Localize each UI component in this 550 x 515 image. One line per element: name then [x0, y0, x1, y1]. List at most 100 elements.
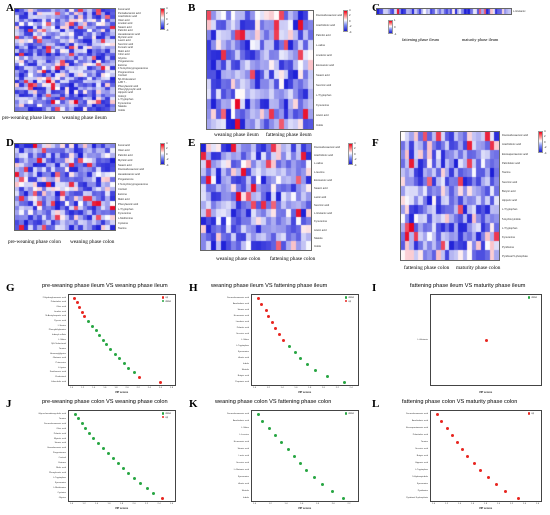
- vip-point: [445, 426, 449, 430]
- vip-metabolite-label: Palmitic acid: [236, 326, 249, 329]
- panel-label: I: [372, 282, 377, 294]
- vip-metabolite-label: Pyruvic acid: [54, 320, 66, 323]
- x-tick-label: 2.2: [335, 387, 339, 389]
- vip-point: [92, 437, 96, 441]
- group-caption: weaning phase ileum: [62, 115, 107, 121]
- x-axis-label: VIP scores: [115, 507, 129, 510]
- heatmap-row-label: Pregnenolone: [118, 70, 135, 74]
- vip-point: [122, 361, 126, 365]
- vip-metabolite-label: Pyridoxine: [417, 489, 428, 492]
- heatmap-row-label: Phenylacetic acid: [118, 84, 139, 88]
- vip-point: [113, 352, 117, 356]
- heatmap-row-label: Estrone: [118, 63, 127, 67]
- vip-point: [280, 440, 284, 444]
- plot-title: pre-weaning phase colon VS weaning phase…: [42, 399, 168, 405]
- vip-panel-l: L fattening phase colon VS maturity phas…: [366, 398, 550, 515]
- vip-point: [325, 374, 329, 378]
- heatmap-row-label: L-valine: [316, 43, 326, 47]
- vip-point: [82, 315, 86, 319]
- plot-title: fattening phase colon VS maturity phase …: [402, 399, 518, 405]
- plot-area: [251, 410, 359, 502]
- x-tick-label: 2.6: [170, 503, 174, 505]
- heatmap-row-label: Fecal acid: [118, 8, 130, 12]
- x-tick-label: 1.6: [103, 387, 107, 389]
- vip-metabolite-label: Palmitoleic acid: [50, 301, 66, 304]
- heatmap-row-label: Kynurenine: [502, 236, 516, 240]
- vip-metabolite-label: Phenylacetic acid: [48, 472, 66, 475]
- vip-panel-g: G pre-weaning phase ileum VS weaning pha…: [0, 282, 183, 398]
- x-tick-label: 2.4: [157, 503, 161, 505]
- vip-metabolite-label: Malic acid: [56, 467, 66, 470]
- x-tick-label: 1.0: [70, 387, 74, 389]
- plot-area: [251, 294, 359, 386]
- heatmap-row-label: Myristic acid: [118, 158, 133, 162]
- heatmap-row-label: Kynurenine: [316, 103, 330, 107]
- vip-metabolite-label: Butyric acid: [237, 374, 249, 377]
- panel-label: J: [6, 398, 12, 410]
- x-tick-label: 1.4: [284, 503, 288, 505]
- legend-label: down: [165, 412, 172, 415]
- vip-metabolite-label: L-Leucine: [239, 433, 249, 436]
- vip-metabolite-label: L-Valine: [58, 338, 66, 341]
- x-tick-label: 1.6: [471, 503, 475, 505]
- heatmap-row-label: LAB 7...: [118, 81, 128, 85]
- group-caption: maturity phase colon: [456, 265, 501, 271]
- legend-label: down: [348, 412, 355, 415]
- vip-metabolite-label: Glycine: [58, 496, 66, 499]
- vip-point: [435, 412, 439, 416]
- vip-point: [126, 471, 130, 475]
- vip-metabolite-label: Docosahexaenoic acid: [226, 412, 249, 415]
- legend-item: down: [345, 412, 354, 415]
- heatmap-row-label: Fecal acid: [118, 143, 130, 147]
- vip-point: [127, 366, 131, 370]
- vip-metabolite-label: Eicosanoic acid: [233, 314, 249, 317]
- vip-point: [305, 468, 309, 472]
- vip-metabolite-label: N-Acetylaspartic acid: [45, 315, 66, 318]
- panel-label: K: [189, 398, 198, 410]
- vip-point: [461, 447, 465, 451]
- vip-metabolite-label: Stearic acid: [54, 442, 66, 445]
- vip-metabolite-label: Stearic acid: [237, 308, 249, 311]
- vip-metabolite-label: Xanthurenic acid: [49, 371, 66, 374]
- vip-metabolite-label: Taurine: [58, 417, 66, 420]
- vip-metabolite-label: Acetic acid: [238, 482, 249, 485]
- x-tick-label: 2.0: [331, 503, 335, 505]
- heatmap-row-label: Arachidonic acid: [314, 153, 334, 157]
- heatmap-row-label: L-leucine: [314, 170, 325, 174]
- x-tick-label: 1.2: [266, 387, 270, 389]
- heatmap-row-label: L-Tryptophan: [316, 93, 332, 97]
- colorbar-tick: 4: [166, 140, 168, 145]
- legend-label: down: [531, 296, 538, 299]
- heatmap-row-label: Citric acid: [118, 53, 130, 57]
- heatmap-cells: [201, 144, 311, 250]
- heatmap-row-label: Succinic acid: [118, 42, 134, 46]
- vip-metabolite-label: Estrone: [58, 462, 66, 465]
- heatmap-row-label: Acetic acid: [314, 228, 327, 232]
- colorbar-tick: -4: [166, 162, 169, 167]
- x-tick-label: 1.8: [308, 387, 312, 389]
- vip-metabolite-label: 5-Hydroxyindole: [412, 475, 428, 478]
- vip-metabolite-label: Kynurenine: [237, 475, 249, 478]
- vip-panel-h: H weaning phase ileum VS fattening phase…: [183, 282, 366, 398]
- vip-point: [267, 314, 271, 318]
- heatmap-row-label: Myristic acid: [118, 35, 133, 39]
- plot-title: weaning phase ileum VS fattening phase i…: [211, 283, 328, 289]
- vip-metabolite-label: Putrescine: [55, 362, 66, 365]
- vip-point: [305, 362, 309, 366]
- vip-metabolite-label: Cortisol: [58, 457, 66, 460]
- heatmap-grid: [14, 143, 116, 231]
- heatmap-cells: [207, 11, 313, 129]
- group-caption: weaning phase colon: [216, 256, 261, 262]
- colorbar-tick: -2: [544, 145, 547, 149]
- vip-metabolite-label: L-Valine: [241, 338, 249, 341]
- vip-metabolite-label: Palmitoleic acid: [412, 433, 428, 436]
- heatmap-row-label: Kynurenine: [118, 101, 132, 105]
- vip-point: [101, 338, 105, 342]
- colorbar-tick: -1: [394, 31, 397, 36]
- vip-metabolite-label: Succinic acid: [236, 461, 249, 464]
- plot-area: [430, 410, 542, 502]
- vip-metabolite-label: Pyridoxal 5-phosphate: [406, 496, 428, 499]
- x-tick-label: 2.6: [536, 503, 540, 505]
- vip-point: [139, 481, 143, 485]
- x-tick-label: 1.4: [458, 503, 462, 505]
